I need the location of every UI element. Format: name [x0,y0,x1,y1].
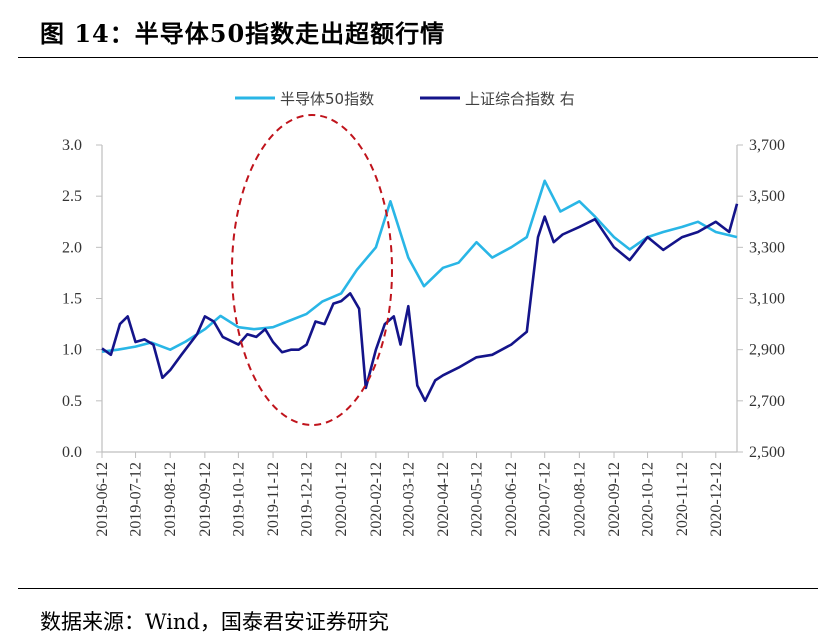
left-tick-label: 0.0 [62,444,82,461]
x-axis-ticks: 2019-06-12 2019-07-12 2019-08-12 2019-09-12… [94,452,725,537]
right-axis-ticks: 2,500 2,700 2,900 3,100 3,300 3,500 3,700 [737,137,785,461]
right-tick-label: 3,100 [749,291,785,308]
right-tick-label: 3,300 [749,239,785,256]
x-tick-label: 2020-06-12 [503,462,520,537]
x-tick-label: 2019-10-12 [230,462,247,537]
highlight-ellipse [231,114,393,426]
left-tick-label: 1.0 [62,342,82,359]
x-tick-label: 2020-10-12 [640,462,657,537]
x-tick-label: 2020-01-12 [333,462,350,537]
series-lines [101,179,739,403]
title-rule [18,57,818,58]
right-tick-label: 3,700 [749,137,785,154]
x-tick-label: 2020-11-12 [674,462,691,536]
x-tick-label: 2020-09-12 [606,462,623,537]
x-tick-label: 2020-04-12 [435,462,452,537]
x-tick-label: 2019-07-12 [128,462,145,537]
x-tick-label: 2020-05-12 [469,462,486,537]
x-tick-label: 2020-12-12 [708,462,725,537]
legend-label-semi: 半导体50指数 [280,90,374,108]
series-line-sse [101,203,739,403]
figure-title: 图 14：半导体50指数走出超额行情 [40,19,446,48]
right-tick-label: 2,500 [749,444,785,461]
right-tick-label: 3,500 [749,188,785,205]
x-tick-label: 2019-11-12 [265,462,282,536]
left-tick-label: 2.5 [62,188,82,205]
left-axis-ticks: 0.0 0.5 1.0 1.5 2.0 2.5 3.0 [62,137,102,461]
x-tick-label: 2020-07-12 [537,462,554,537]
left-tick-label: 1.5 [62,291,82,308]
x-tick-label: 2019-09-12 [197,462,214,537]
x-tick-label: 2019-12-12 [299,462,316,537]
right-tick-label: 2,900 [749,342,785,359]
left-tick-label: 0.5 [62,393,82,410]
x-tick-label: 2019-08-12 [162,462,179,537]
legend-label-sse: 上证综合指数 右 [465,90,575,108]
x-tick-label: 2020-03-12 [400,462,417,537]
left-tick-label: 2.0 [62,239,82,256]
source-rule [18,588,818,589]
left-tick-label: 3.0 [62,137,82,154]
right-tick-label: 2,700 [749,393,785,410]
axes [101,145,738,453]
x-tick-label: 2019-06-12 [94,462,111,537]
legend: 半导体50指数 上证综合指数 右 [235,90,575,108]
x-tick-label: 2020-08-12 [571,462,588,537]
source-note: 数据来源：Wind，国泰君安证券研究 [40,610,389,634]
x-tick-label: 2020-02-12 [368,462,385,537]
series-line-semi [101,179,738,353]
